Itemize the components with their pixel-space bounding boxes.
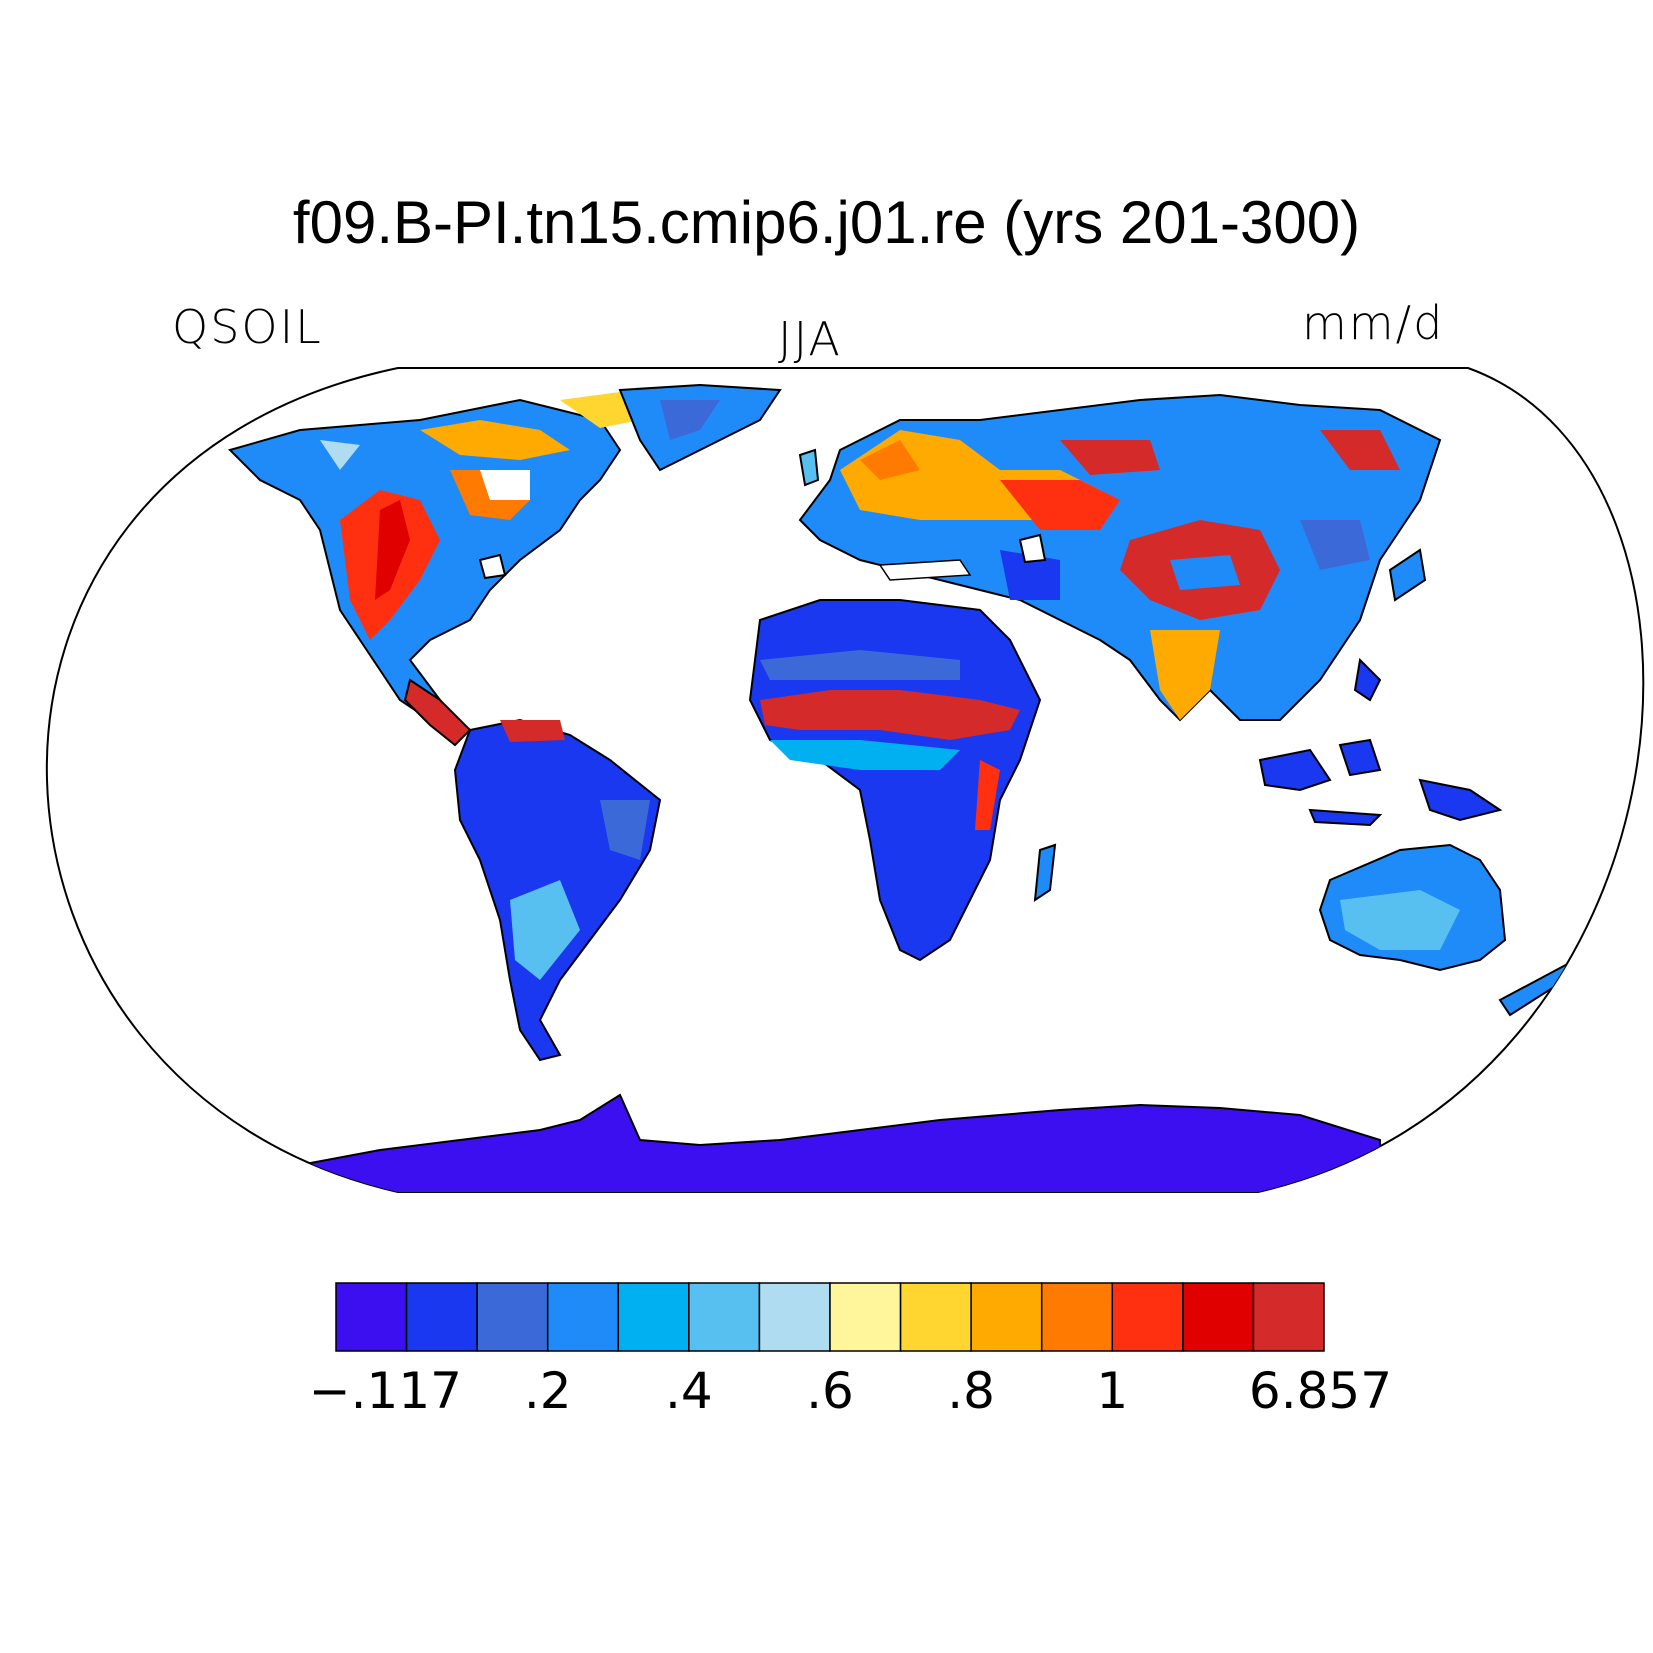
colorbar-swatch [970,1282,1043,1352]
colorbar [335,1282,1325,1352]
australia [1318,843,1507,972]
uk [798,448,820,487]
colorbar-tick-label: .2 [523,1362,572,1420]
madagascar [1033,843,1057,903]
colorbar-swatch [688,1282,761,1352]
north-america [228,392,640,722]
colorbar-swatch [476,1282,549,1352]
antarctica [299,1093,1381,1192]
colorbar-swatch [335,1282,408,1352]
colorbar-swatch [829,1282,902,1352]
colorbar-swatch [405,1282,478,1352]
colorbar-swatch [617,1282,690,1352]
eurasia [798,393,1442,722]
colorbar-swatch [1111,1282,1184,1352]
colorbar-swatch [899,1282,972,1352]
unit-label: mm/d [1302,296,1445,350]
colorbar-tick-label: 1 [1096,1362,1129,1420]
colorbar-swatch [1182,1282,1255,1352]
colorbar-tick-label: .4 [664,1362,713,1420]
figure-title: f09.B-PI.tn15.cmip6.j01.re (yrs 201-300) [292,189,1361,256]
colorbar-swatch [1252,1282,1325,1352]
colorbar-tick-label: .6 [806,1362,854,1420]
japan [1388,548,1427,602]
colorbar-tick-label: .8 [947,1362,995,1420]
south-america [453,718,662,1062]
colorbar-swatch [546,1282,620,1352]
central-america [403,678,472,747]
colorbar-tick-label: −.117 [308,1362,463,1420]
season-label: JJA [778,312,842,366]
maritime-asia [1258,657,1503,827]
colorbar-swatch [758,1282,831,1352]
colorbar-swatch [1040,1282,1114,1352]
africa [748,599,1042,962]
variable-label: QSOIL [172,300,323,354]
colorbar-tick-label: 6.857 [1248,1362,1393,1420]
